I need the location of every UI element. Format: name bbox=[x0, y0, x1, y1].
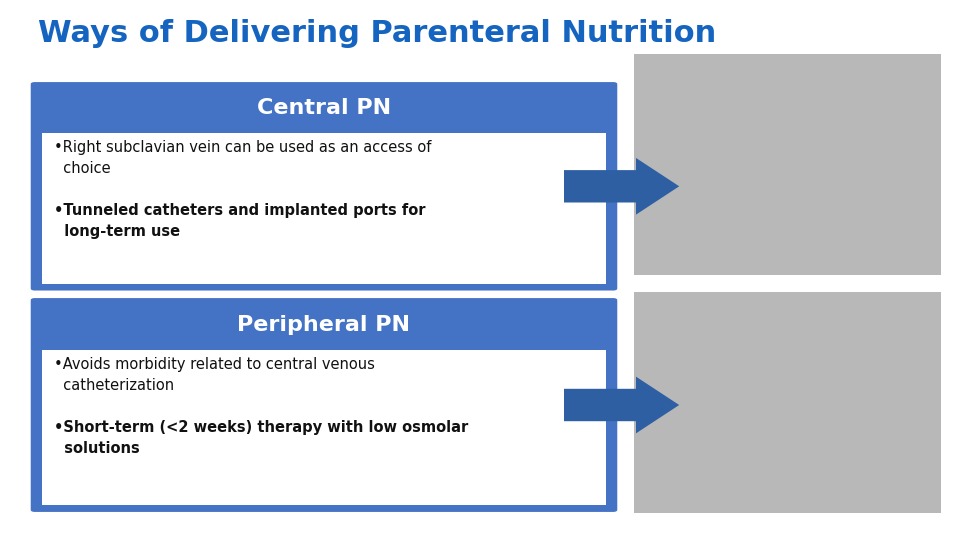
FancyBboxPatch shape bbox=[42, 350, 606, 505]
FancyBboxPatch shape bbox=[31, 82, 617, 291]
Text: Ways of Delivering Parenteral Nutrition: Ways of Delivering Parenteral Nutrition bbox=[38, 19, 717, 48]
FancyBboxPatch shape bbox=[31, 298, 617, 512]
Polygon shape bbox=[564, 158, 679, 214]
FancyBboxPatch shape bbox=[38, 86, 610, 130]
Text: •Right subclavian vein can be used as an access of
  choice: •Right subclavian vein can be used as an… bbox=[54, 140, 431, 176]
Text: Peripheral PN: Peripheral PN bbox=[237, 315, 411, 335]
FancyBboxPatch shape bbox=[38, 302, 610, 348]
Polygon shape bbox=[564, 377, 679, 433]
Text: •Avoids morbidity related to central venous
  catheterization: •Avoids morbidity related to central ven… bbox=[54, 357, 374, 393]
FancyBboxPatch shape bbox=[42, 132, 606, 284]
FancyBboxPatch shape bbox=[634, 292, 941, 513]
Text: •Short-term (<2 weeks) therapy with low osmolar
  solutions: •Short-term (<2 weeks) therapy with low … bbox=[54, 421, 468, 456]
Text: Central PN: Central PN bbox=[257, 98, 391, 118]
Text: •Tunneled catheters and implanted ports for
  long-term use: •Tunneled catheters and implanted ports … bbox=[54, 203, 425, 239]
FancyBboxPatch shape bbox=[634, 54, 941, 275]
